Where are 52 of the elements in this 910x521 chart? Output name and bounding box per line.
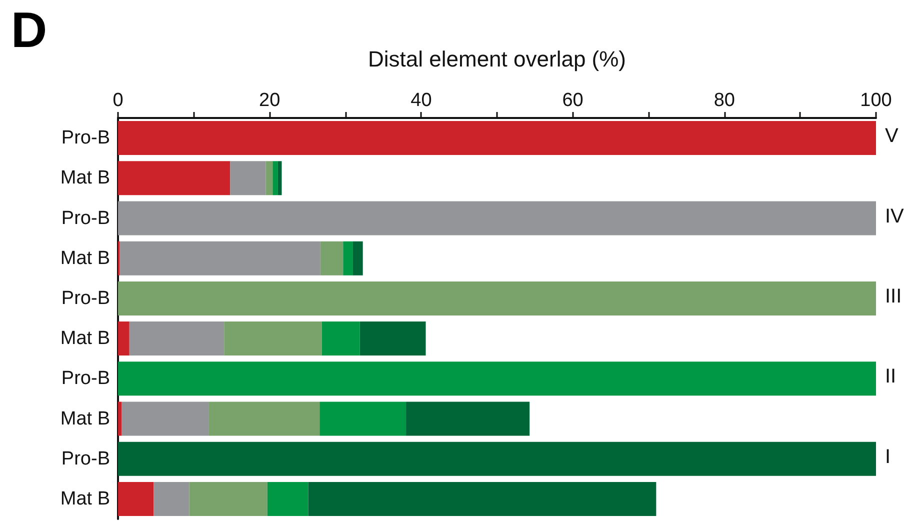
x-tick-label: 40 xyxy=(410,90,432,111)
bar xyxy=(360,322,426,356)
y-tick-label: Pro-B xyxy=(61,448,110,470)
y-tick-label: Mat B xyxy=(60,168,110,189)
chart-title: D xyxy=(11,2,48,58)
bar xyxy=(320,241,344,276)
bar xyxy=(320,402,406,436)
bar xyxy=(272,161,278,196)
bar xyxy=(118,482,154,516)
bar xyxy=(154,482,190,516)
bar xyxy=(224,322,322,356)
y-tick-label: Pro-B xyxy=(61,288,110,309)
bar xyxy=(118,402,122,436)
x-tick-label: 60 xyxy=(562,90,584,111)
text: I xyxy=(885,446,891,468)
bar xyxy=(322,322,360,356)
text: III xyxy=(885,285,902,308)
bar xyxy=(230,161,266,196)
y-tick-label: Mat B xyxy=(60,248,110,269)
bar xyxy=(189,482,268,516)
bar xyxy=(267,482,308,516)
bar xyxy=(208,402,320,436)
y-tick-label: Mat B xyxy=(60,408,110,430)
bar xyxy=(343,241,353,276)
bar xyxy=(118,161,230,196)
text: IV xyxy=(885,205,905,228)
x-tick-label: 20 xyxy=(259,90,280,111)
bar xyxy=(266,161,273,196)
x-tick-label: 0 xyxy=(112,90,124,111)
x-axis-title: Distal element overlap (%) xyxy=(368,46,626,72)
x-tick-label: 100 xyxy=(860,90,892,111)
bar xyxy=(118,322,130,356)
bar xyxy=(118,281,876,316)
bar xyxy=(352,241,363,276)
text: II xyxy=(885,366,896,388)
bar xyxy=(278,161,282,196)
bar xyxy=(118,201,876,236)
bar xyxy=(406,402,530,436)
bar xyxy=(118,442,876,476)
bar xyxy=(129,322,224,356)
y-tick-label: Mat B xyxy=(60,488,110,510)
x-tick-label: 80 xyxy=(714,90,735,111)
bar xyxy=(118,121,876,156)
bar xyxy=(122,402,209,436)
bar xyxy=(118,362,876,396)
y-tick-label: Pro-B xyxy=(61,128,110,149)
bar xyxy=(120,241,320,276)
text: V xyxy=(885,125,899,148)
y-tick-label: Mat B xyxy=(60,328,110,350)
bar xyxy=(308,482,656,516)
y-tick-label: Pro-B xyxy=(61,208,110,229)
y-tick-label: Pro-B xyxy=(61,368,110,390)
